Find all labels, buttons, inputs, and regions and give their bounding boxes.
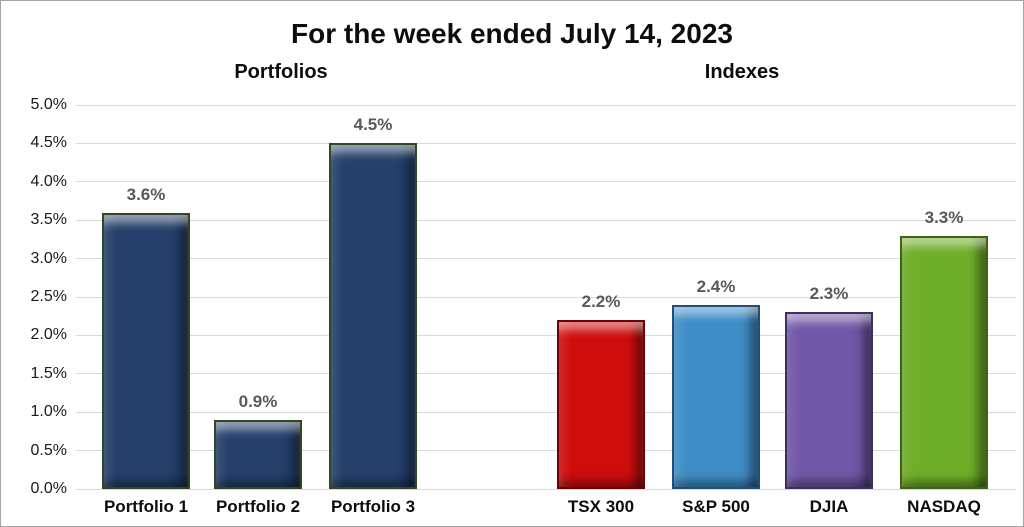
plot-area: 3.6% 0.9% 4.5% 2.2% 2.4% 2.3% 3.3%	[76, 104, 1016, 490]
bar-value-label-portfolio-2: 0.9%	[238, 391, 278, 411]
gridline	[76, 181, 1016, 183]
gridline	[76, 142, 1016, 144]
x-axis-category-labels: Portfolio 1 Portfolio 2 Portfolio 3 TSX 300…	[76, 497, 1016, 523]
gridline	[76, 373, 1016, 375]
gridline	[76, 488, 1016, 490]
bar-s-p-500	[672, 304, 760, 489]
category-label-tsx-300: TSX 300	[567, 497, 635, 516]
section-label-indexes: Indexes	[704, 61, 780, 83]
gridline	[76, 450, 1016, 452]
category-label-portfolio-1: Portfolio 1	[103, 497, 189, 516]
y-tick-label: 0.0%	[30, 480, 67, 497]
y-tick-label: 2.5%	[30, 288, 67, 305]
bar-tsx-300	[557, 320, 645, 489]
bar-value-label-portfolio-3: 4.5%	[353, 115, 393, 135]
category-label-s-p-500: S&P 500	[682, 497, 750, 516]
y-tick-label: 5.0%	[30, 96, 67, 113]
gridline	[76, 334, 1016, 336]
gridline	[76, 411, 1016, 413]
category-label-nasdaq: NASDAQ	[907, 497, 981, 516]
y-tick-label: 0.5%	[30, 441, 67, 459]
y-tick-label: 3.0%	[30, 249, 67, 267]
chart-title: For the week ended July 14, 2023	[291, 18, 733, 49]
bar-portfolio-2	[214, 419, 302, 489]
y-tick-label: 1.5%	[30, 364, 67, 382]
y-tick-label: 4.0%	[30, 172, 67, 190]
bar-nasdaq	[900, 235, 988, 489]
gridline	[76, 219, 1016, 221]
y-tick-label: 4.5%	[30, 134, 67, 152]
y-axis-tick-labels: 5.0% 4.5% 4.0% 3.5% 3.0% 2.5% 2.0% 1.5% 1.0% 0.5%…	[1, 96, 67, 497]
category-label-djia: DJIA	[809, 497, 849, 516]
bar-value-label-tsx-300: 2.2%	[581, 292, 621, 312]
bar-value-label-nasdaq: 3.3%	[924, 207, 964, 227]
y-tick-label: 3.5%	[30, 211, 67, 229]
bar-portfolio-1	[102, 212, 190, 489]
bar-value-label-djia: 2.3%	[809, 284, 849, 304]
category-label-portfolio-3: Portfolio 3	[330, 497, 416, 516]
y-tick-label: 2.0%	[30, 326, 67, 344]
y-tick-label: 1.0%	[30, 403, 67, 421]
bar-value-label-s-p-500: 2.4%	[696, 276, 736, 296]
bar-portfolio-3	[329, 143, 417, 489]
category-label-portfolio-2: Portfolio 2	[215, 497, 301, 516]
gridline	[76, 296, 1016, 298]
gridline	[76, 104, 1016, 106]
gridline	[76, 258, 1016, 260]
section-label-portfolios: Portfolios	[234, 61, 328, 83]
bar-value-label-portfolio-1: 3.6%	[126, 184, 166, 204]
bar-djia	[785, 312, 873, 489]
